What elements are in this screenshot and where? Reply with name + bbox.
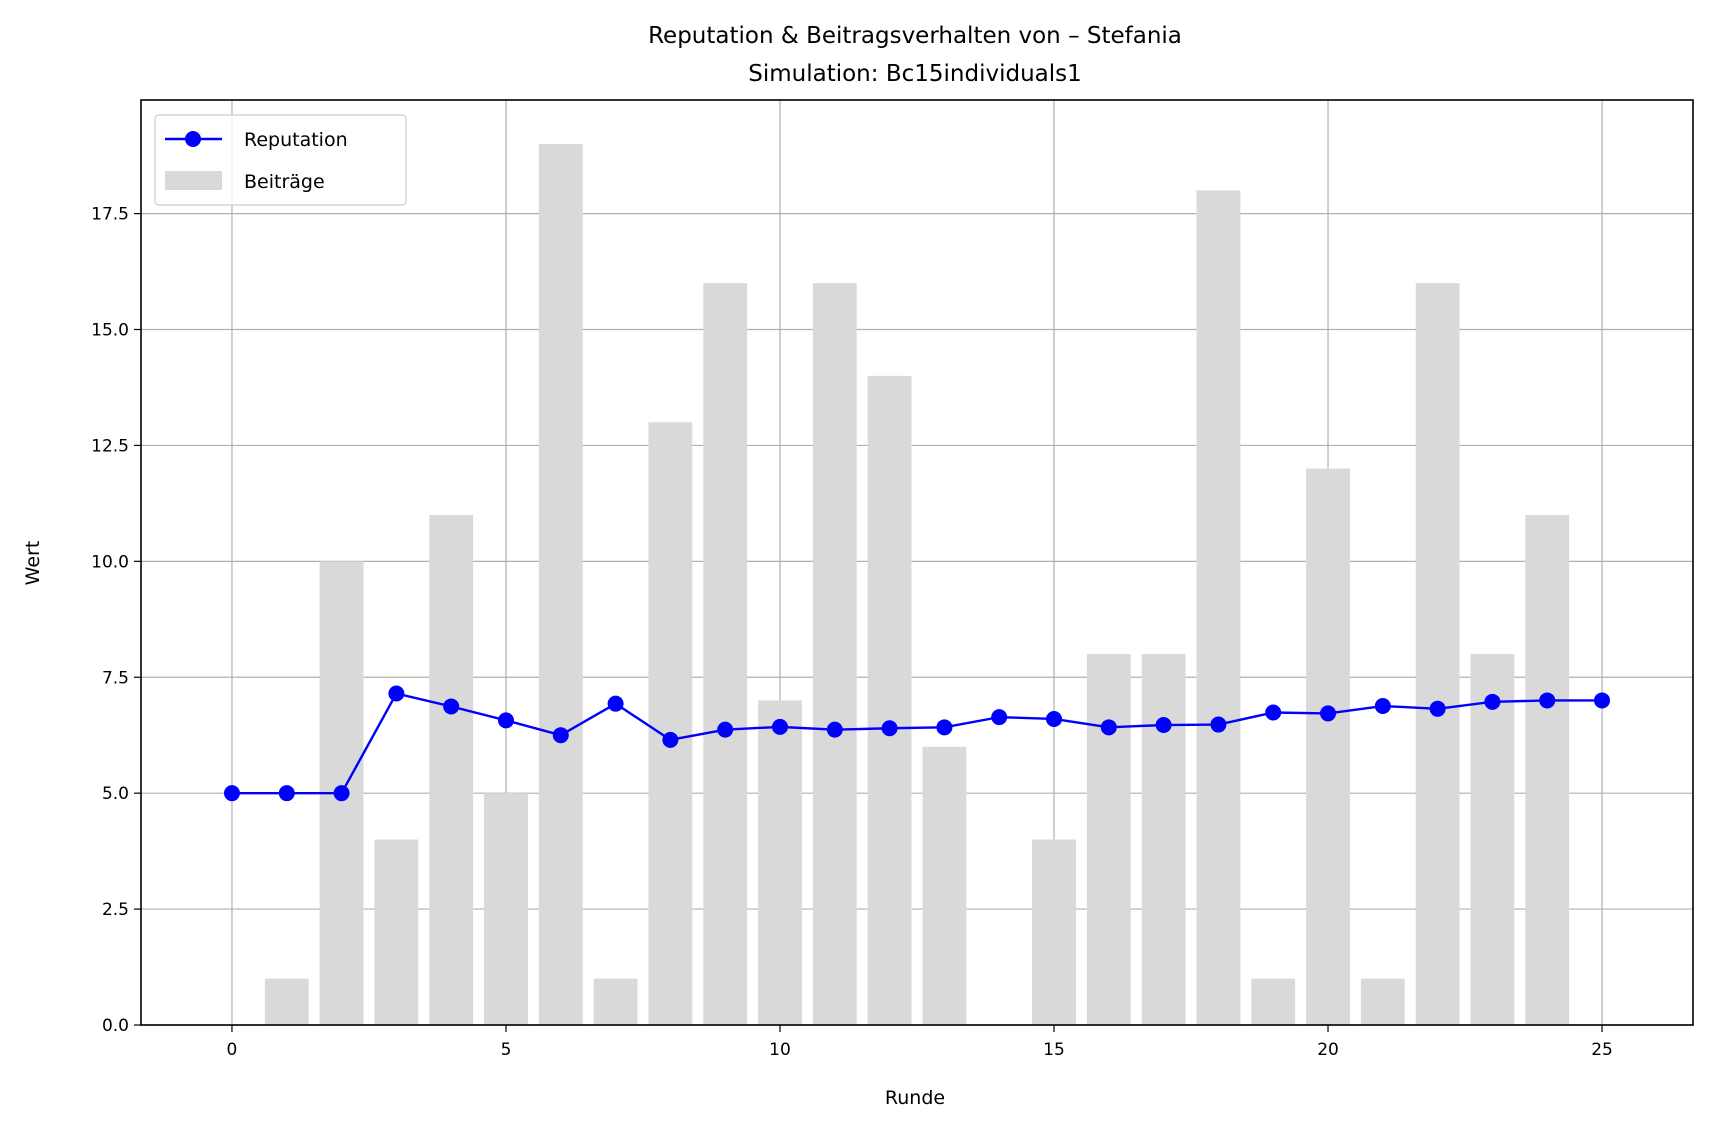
reputation-point — [223, 785, 240, 802]
tick-layer: 0 5 10 15 20 25 0.0 2.5 5.0 7.5 10.0 12.5 15.0 17.5 — [91, 205, 1613, 1060]
y-tick-label: 0.0 — [102, 1016, 129, 1036]
bar-beitraege — [867, 375, 912, 1025]
legend: Reputation Beiträge — [154, 114, 407, 206]
plot-frame — [140, 99, 1694, 1026]
bar-beitraege — [1086, 654, 1131, 1025]
bar-beitraege — [1470, 654, 1515, 1025]
reputation-point — [936, 719, 953, 736]
legend-reputation-label: Reputation — [244, 129, 348, 151]
reputation-point — [771, 718, 788, 735]
reputation-point — [388, 685, 405, 702]
reputation-point — [333, 785, 350, 802]
bar-beitraege — [593, 978, 638, 1025]
reputation-point — [1539, 692, 1556, 709]
y-tick-label: 17.5 — [91, 205, 129, 225]
reputation-point — [1210, 716, 1227, 733]
reputation-point — [607, 695, 624, 712]
x-tick-label: 0 — [227, 1040, 238, 1060]
y-tick-label: 15.0 — [91, 321, 129, 341]
bar-beitraege — [264, 978, 309, 1025]
y-tick-label: 5.0 — [102, 784, 129, 804]
x-axis-label: Runde — [885, 1087, 945, 1109]
legend-reputation-marker — [185, 131, 201, 147]
x-tick-label: 20 — [1317, 1040, 1339, 1060]
reputation-point — [1320, 705, 1337, 722]
bar-beitraege — [1251, 978, 1296, 1025]
bar-beitraege — [1141, 654, 1186, 1025]
reputation-point — [278, 785, 295, 802]
chart-subtitle: Simulation: Bc15individuals1 — [748, 61, 1082, 87]
y-tick-label: 10.0 — [91, 552, 129, 572]
x-tick-label: 15 — [1043, 1040, 1065, 1060]
reputation-point — [1155, 717, 1172, 734]
chart-title: Reputation & Beitragsverhalten von – Ste… — [648, 23, 1182, 49]
y-tick-label: 12.5 — [91, 436, 129, 456]
reputation-point — [443, 698, 460, 715]
reputation-point — [1265, 704, 1282, 721]
bar-beitraege — [1306, 468, 1350, 1025]
reputation-point — [881, 720, 898, 737]
y-tick-label: 7.5 — [102, 668, 129, 688]
legend-beitraege-swatch — [165, 171, 222, 190]
bar-beitraege — [1032, 839, 1076, 1025]
reputation-point — [497, 712, 514, 729]
reputation-point — [717, 721, 734, 738]
bar-beitraege — [1525, 514, 1570, 1025]
reputation-point — [1429, 700, 1446, 717]
bar-beitraege — [1415, 283, 1460, 1025]
reputation-point — [1374, 698, 1391, 715]
bar-beitraege — [812, 283, 857, 1025]
reputation-point — [826, 721, 843, 738]
line-layer — [223, 685, 1611, 802]
reputation-point — [1100, 719, 1117, 736]
reputation-line — [231, 692, 1603, 795]
x-tick-label: 10 — [769, 1040, 791, 1060]
bar-beitraege — [648, 422, 693, 1025]
bar-beitraege — [1360, 978, 1405, 1025]
bar-beitraege — [484, 793, 528, 1025]
y-tick-label: 2.5 — [102, 900, 129, 920]
reputation-point — [662, 731, 679, 748]
bar-beitraege — [538, 144, 583, 1026]
y-axis-label: Wert — [22, 541, 44, 586]
bar-layer — [264, 144, 1570, 1026]
reputation-point — [1046, 710, 1063, 727]
x-tick-label: 25 — [1591, 1040, 1613, 1060]
reputation-point — [1484, 693, 1501, 710]
x-tick-label: 5 — [501, 1040, 512, 1060]
bar-beitraege — [703, 283, 748, 1025]
bar-beitraege — [374, 839, 419, 1025]
reputation-point — [1594, 692, 1611, 709]
reputation-point — [552, 727, 569, 744]
bar-beitraege — [758, 700, 802, 1025]
legend-beitraege-label: Beiträge — [244, 171, 325, 193]
reputation-point — [991, 709, 1008, 726]
bar-beitraege — [1196, 190, 1241, 1026]
bar-beitraege — [429, 514, 474, 1025]
bar-beitraege — [922, 746, 967, 1025]
